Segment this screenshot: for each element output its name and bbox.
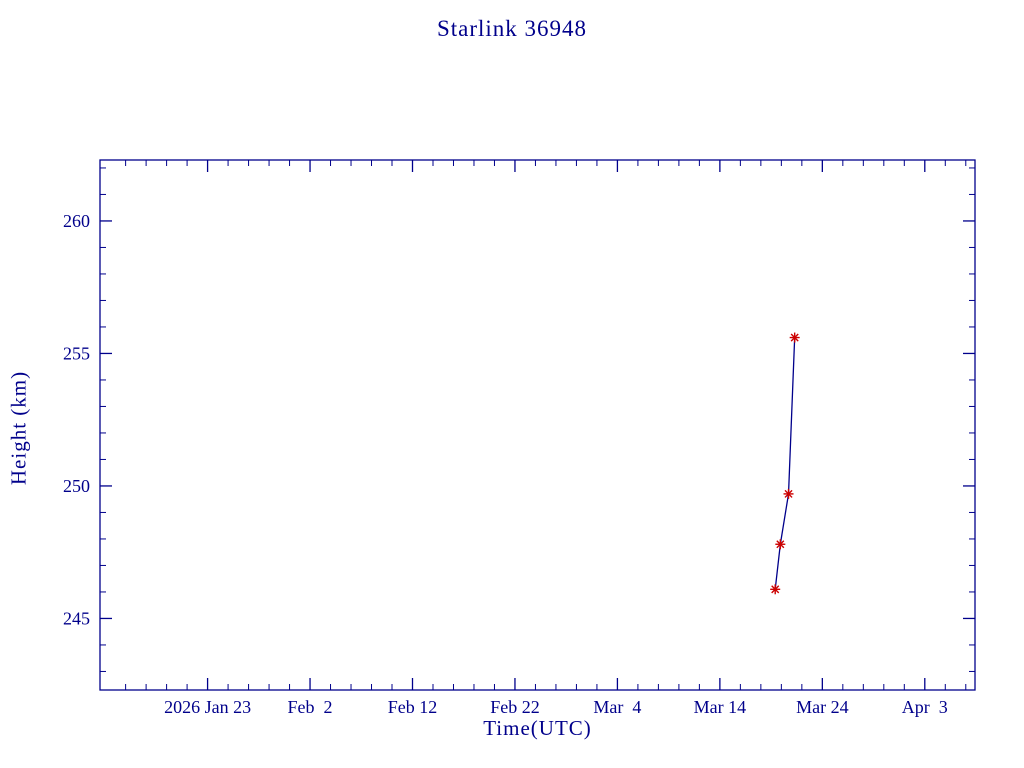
plot-frame	[99, 159, 976, 691]
marker-stroke	[790, 333, 799, 342]
x-tick-label: Feb 22	[490, 697, 540, 717]
y-tick-label: 245	[63, 608, 90, 628]
x-tick-label: Mar 4	[593, 697, 641, 717]
data-point-marker	[770, 584, 781, 595]
x-axis-label: Time(UTC)	[483, 716, 592, 740]
x-tick-label: Feb 2	[288, 697, 333, 717]
chart-title: Starlink 36948	[436, 16, 588, 41]
y-tick-label: 260	[63, 211, 90, 231]
y-tick-label: 250	[63, 476, 90, 496]
y-tick-label: 255	[63, 343, 90, 363]
marker-stroke	[784, 489, 793, 498]
data-point-marker	[789, 332, 800, 343]
x-tick-label: Apr 3	[902, 697, 948, 717]
x-tick-label: 2026 Jan 23	[164, 697, 251, 717]
data-point-marker	[783, 488, 794, 499]
x-tick-label: Mar 14	[694, 697, 747, 717]
marker-stroke	[771, 585, 780, 594]
marker-stroke	[776, 540, 785, 549]
x-tick-label: Mar 24	[796, 697, 849, 717]
data-line	[774, 337, 796, 590]
data-point-marker	[775, 539, 786, 550]
x-tick-label: Feb 12	[388, 697, 438, 717]
